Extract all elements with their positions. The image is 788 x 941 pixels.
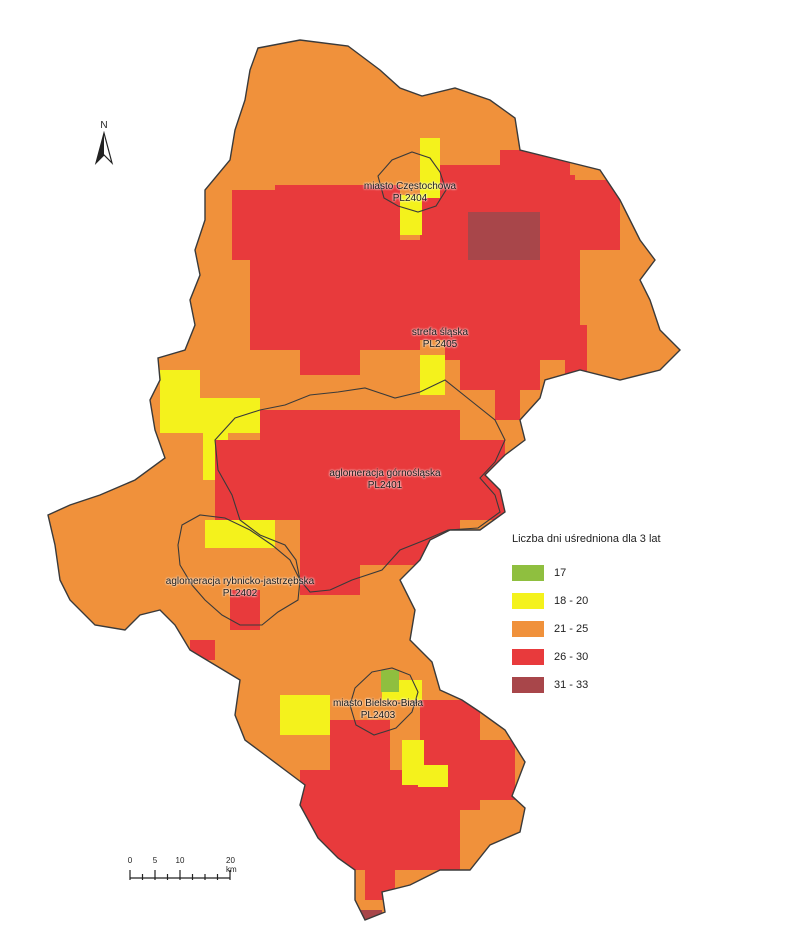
scale-tick-label: 0 [127,856,133,865]
raster-cells [160,138,620,920]
legend-item: 21 - 25 [512,615,712,643]
legend-label: 21 - 25 [554,623,589,635]
north-label: N [100,120,108,131]
legend-label: 18 - 20 [554,595,589,607]
raster-cell [455,740,515,800]
zone-label-strefa: strefa śląska PL2405 [411,327,469,350]
raster-cell [381,670,399,692]
legend-swatch [512,649,544,665]
zone-label-rybnicko: aglomeracja rybnicko-jastrzębska PL2402 [165,576,315,599]
raster-cell [300,330,360,375]
legend-swatch [512,677,544,693]
legend-item: 18 - 20 [512,587,712,615]
raster-cell [400,440,460,500]
zone-label-bielsko: miasto Bielsko-Biała PL2403 [332,698,424,721]
raster-cell [500,150,570,190]
zone-label-czestochowa: miasto Częstochowa PL2404 [363,181,457,204]
raster-cell [230,590,260,630]
legend-title: Liczba dni uśredniona dla 3 lat [512,533,661,545]
rybnicko-border [177,514,301,626]
raster-cell [468,212,540,260]
raster-cell [495,380,520,420]
legend-item: 26 - 30 [512,643,712,671]
raster-cell [280,210,320,250]
raster-cell [420,355,445,395]
raster-cell [300,520,350,560]
raster-cell [565,325,587,375]
raster-cell [340,505,460,565]
legend-item: 17 [512,559,712,587]
legend: Liczba dni uśredniona dla 3 lat 17 18 - … [512,533,712,699]
legend-swatch [512,621,544,637]
raster-cell [418,765,448,787]
raster-cell [160,398,260,433]
legend-label: 31 - 33 [554,679,589,691]
scale-tick-label: 20 km [226,856,237,874]
zone-label-gornoslaska: aglomeracja górnośląska PL2401 [329,468,441,491]
raster-cell [400,195,422,235]
raster-cell [205,520,275,548]
scale-tick-label: 5 [152,856,158,865]
raster-cell [300,560,360,595]
raster-cell [365,860,395,900]
raster-cell [330,720,390,780]
gornoslaska-border [214,379,506,593]
legend-swatch [512,593,544,609]
legend-label: 26 - 30 [554,651,589,663]
raster-cell [360,910,382,920]
legend-item: 31 - 33 [512,671,712,699]
legend-swatch [512,565,544,581]
scale-bar: 0 5 10 20 km [126,856,256,886]
raster-cell [280,695,330,735]
north-arrow-icon [94,130,114,166]
raster-cell [420,138,440,198]
north-arrow: N [92,120,116,170]
scale-tick-label: 10 [175,856,185,865]
bielsko-border [349,667,419,736]
czestochowa-border [377,151,447,213]
legend-label: 17 [554,567,567,579]
scale-bar-graphic [129,870,231,880]
